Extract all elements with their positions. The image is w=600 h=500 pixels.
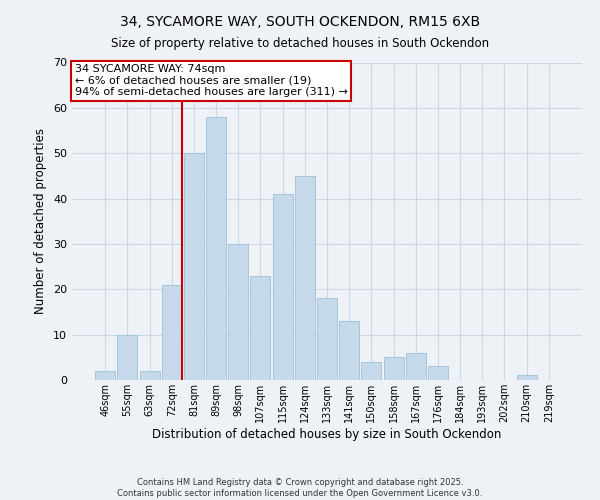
Bar xyxy=(206,117,226,380)
Bar xyxy=(184,153,204,380)
Bar xyxy=(339,321,359,380)
Text: 34 SYCAMORE WAY: 74sqm
← 6% of detached houses are smaller (19)
94% of semi-deta: 34 SYCAMORE WAY: 74sqm ← 6% of detached … xyxy=(74,64,347,98)
Bar xyxy=(361,362,382,380)
Text: 34, SYCAMORE WAY, SOUTH OCKENDON, RM15 6XB: 34, SYCAMORE WAY, SOUTH OCKENDON, RM15 6… xyxy=(120,15,480,29)
Bar xyxy=(517,376,536,380)
Bar xyxy=(118,334,137,380)
Bar xyxy=(406,353,426,380)
Bar xyxy=(317,298,337,380)
Text: Contains HM Land Registry data © Crown copyright and database right 2025.
Contai: Contains HM Land Registry data © Crown c… xyxy=(118,478,482,498)
Bar xyxy=(228,244,248,380)
Y-axis label: Number of detached properties: Number of detached properties xyxy=(34,128,47,314)
Bar xyxy=(140,371,160,380)
Bar xyxy=(162,285,182,380)
Bar xyxy=(295,176,315,380)
Bar xyxy=(250,276,271,380)
Text: Size of property relative to detached houses in South Ockendon: Size of property relative to detached ho… xyxy=(111,38,489,51)
Bar xyxy=(272,194,293,380)
Bar xyxy=(428,366,448,380)
Bar xyxy=(383,358,404,380)
X-axis label: Distribution of detached houses by size in South Ockendon: Distribution of detached houses by size … xyxy=(152,428,502,440)
Bar xyxy=(95,371,115,380)
